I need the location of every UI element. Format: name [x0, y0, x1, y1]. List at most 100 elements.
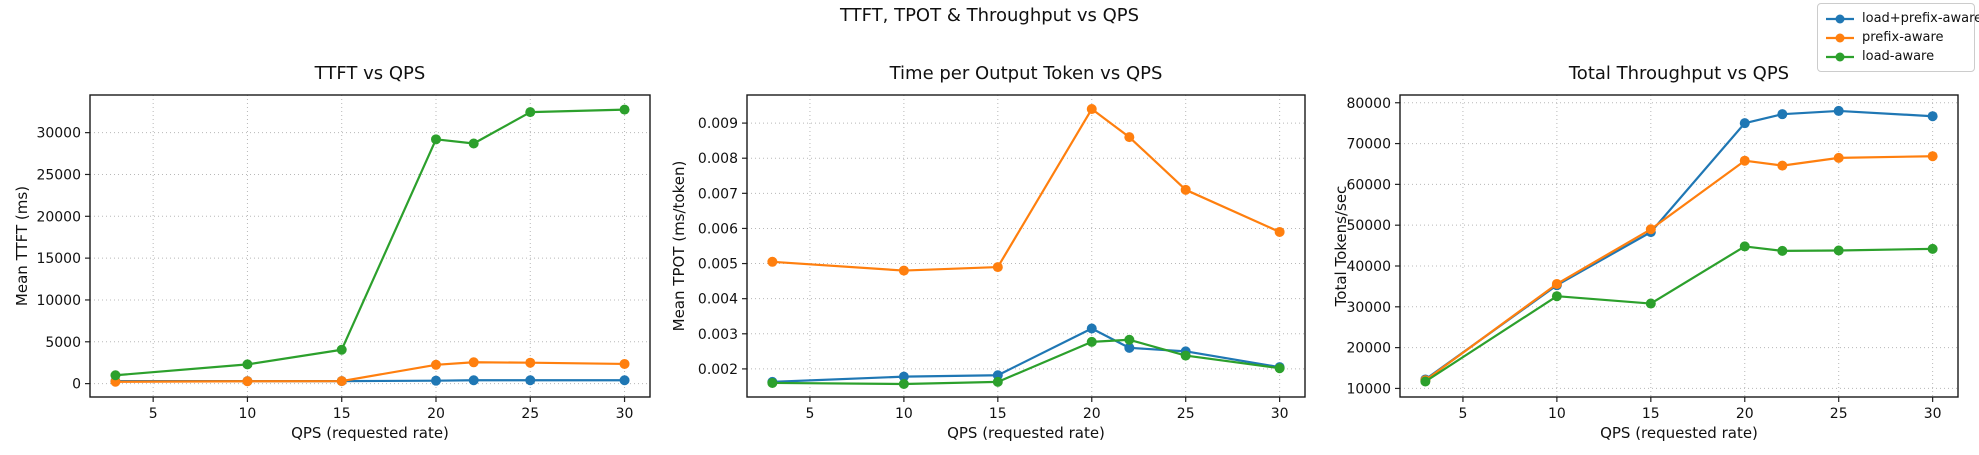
series-point-load+prefix-aware — [1927, 111, 1938, 122]
legend-line-marker-icon — [1826, 14, 1854, 23]
y-tick-label: 80000 — [1346, 96, 1391, 112]
y-tick-label: 50000 — [1346, 218, 1391, 234]
series-point-load-aware — [1777, 245, 1788, 256]
series-point-load+prefix-aware — [1124, 342, 1135, 353]
x-tick-label: 5 — [805, 406, 814, 422]
series-point-load+prefix-aware — [1833, 105, 1844, 116]
series-point-prefix-aware — [1927, 151, 1938, 162]
legend-label: load-aware — [1862, 49, 1935, 64]
x-tick-label: 5 — [1458, 406, 1467, 422]
y-tick-label: 0 — [72, 377, 81, 393]
x-tick-label: 25 — [521, 406, 539, 422]
x-tick-label: 15 — [333, 406, 351, 422]
legend-line-marker-icon — [1826, 52, 1854, 61]
x-tick-label: 15 — [1642, 406, 1660, 422]
series-point-load-aware — [992, 376, 1003, 387]
series-point-load-aware — [242, 359, 253, 370]
legend-entry-prefix-aware: prefix-aware — [1825, 28, 1966, 47]
chart-1-plot-area: 5 10 15 20 25 30 0 5000 10000 15000 20000 25000 3000… — [36, 94, 651, 422]
series-point-load-aware — [525, 107, 536, 118]
x-tick-label: 30 — [1924, 406, 1942, 422]
series-point-load-aware — [430, 134, 441, 145]
series-point-load+prefix-aware — [1777, 109, 1788, 120]
x-tick-label: 20 — [1083, 406, 1101, 422]
x-tick-label: 20 — [427, 406, 445, 422]
series-point-prefix-aware — [1551, 278, 1562, 289]
series-point-load-aware — [1927, 243, 1938, 254]
series-point-load-aware — [1739, 241, 1750, 252]
x-tick-label: 10 — [239, 406, 257, 422]
series-line-prefix-aware — [772, 107, 1281, 272]
chart-1-title: TTFT vs QPS — [314, 63, 426, 84]
series-point-load-aware — [110, 370, 121, 381]
chart-2-plot-area: 5 10 15 20 25 30 0.002 0.003 0.004 0.005 0.006 0.00… — [698, 94, 1306, 422]
series-point-prefix-aware — [1180, 184, 1191, 195]
y-tick-label: 0.007 — [698, 186, 738, 202]
x-tick-label: 30 — [1271, 406, 1289, 422]
series-point-prefix-aware — [525, 357, 536, 368]
legend-entry-load-aware: load-aware — [1825, 47, 1966, 66]
y-tick-label: 70000 — [1346, 137, 1391, 153]
y-tick-label: 20000 — [1346, 341, 1391, 357]
series-point-prefix-aware — [336, 376, 347, 387]
series-point-load-aware — [1833, 245, 1844, 256]
y-tick-label: 60000 — [1346, 177, 1391, 193]
y-tick-label: 30000 — [1346, 300, 1391, 316]
series-point-prefix-aware — [992, 262, 1003, 273]
series-point-load+prefix-aware — [1086, 323, 1097, 334]
series-line-prefix-aware — [1424, 155, 1933, 382]
series-line-load+prefix-aware — [1424, 109, 1933, 381]
series-point-load-aware — [1180, 350, 1191, 361]
series-point-prefix-aware — [1645, 224, 1656, 235]
series-point-load-aware — [1274, 363, 1285, 374]
series-line-load-aware — [1424, 245, 1933, 383]
series-point-load-aware — [336, 344, 347, 355]
series-point-load-aware — [1645, 298, 1656, 309]
series-point-load-aware — [767, 377, 778, 388]
x-tick-label: 25 — [1177, 406, 1195, 422]
chart-3-y-axis-label: Total Tokens/sec — [1332, 185, 1350, 307]
y-tick-label: 0.009 — [698, 116, 738, 132]
legend-entry-load-prefix-aware: load+prefix-aware — [1825, 9, 1979, 28]
series-point-prefix-aware — [619, 358, 630, 369]
series-point-prefix-aware — [1274, 226, 1285, 237]
series-point-prefix-aware — [1739, 155, 1750, 166]
series-point-load+prefix-aware — [619, 375, 630, 386]
series-point-load-aware — [468, 138, 479, 149]
y-tick-label: 10000 — [1346, 381, 1391, 397]
chart-1-y-axis-label: Mean TTFT (ms) — [13, 185, 31, 307]
x-tick-label: 15 — [989, 406, 1007, 422]
series-point-prefix-aware — [468, 357, 479, 368]
series-point-prefix-aware — [1833, 152, 1844, 163]
y-tick-label: 20000 — [36, 209, 81, 225]
y-tick-label: 0.002 — [698, 362, 738, 378]
y-tick-label: 10000 — [36, 293, 81, 309]
series-point-load+prefix-aware — [430, 375, 441, 386]
y-tick-label: 0.003 — [698, 327, 738, 343]
plot-border — [746, 94, 1306, 398]
y-tick-label: 0.006 — [698, 221, 738, 237]
x-tick-label: 5 — [149, 406, 158, 422]
x-tick-label: 25 — [1830, 406, 1848, 422]
series-point-load+prefix-aware — [525, 375, 536, 386]
series-line-load-aware — [115, 108, 625, 377]
y-tick-label: 40000 — [1346, 259, 1391, 275]
chart-3-plot-area: 5 10 15 20 25 30 10000 20000 30000 40000 50000 6000… — [1346, 94, 1959, 422]
y-tick-label: 0.008 — [698, 151, 738, 167]
series-point-prefix-aware — [1086, 104, 1097, 115]
series-line-prefix-aware — [115, 361, 625, 383]
series-point-prefix-aware — [1124, 132, 1135, 143]
series-point-load-aware — [1551, 291, 1562, 302]
series-point-load-aware — [619, 104, 630, 115]
y-tick-label: 0.005 — [698, 257, 738, 273]
series-point-prefix-aware — [767, 256, 778, 267]
chart-2-title: Time per Output Token vs QPS — [889, 63, 1163, 84]
plot-border — [1399, 94, 1959, 398]
series-point-prefix-aware — [430, 359, 441, 370]
chart-3-title: Total Throughput vs QPS — [1568, 63, 1790, 84]
plot-border — [89, 94, 651, 398]
legend-line-marker-icon — [1826, 33, 1854, 42]
series-point-load+prefix-aware — [898, 371, 909, 382]
y-tick-label: 30000 — [36, 126, 81, 142]
